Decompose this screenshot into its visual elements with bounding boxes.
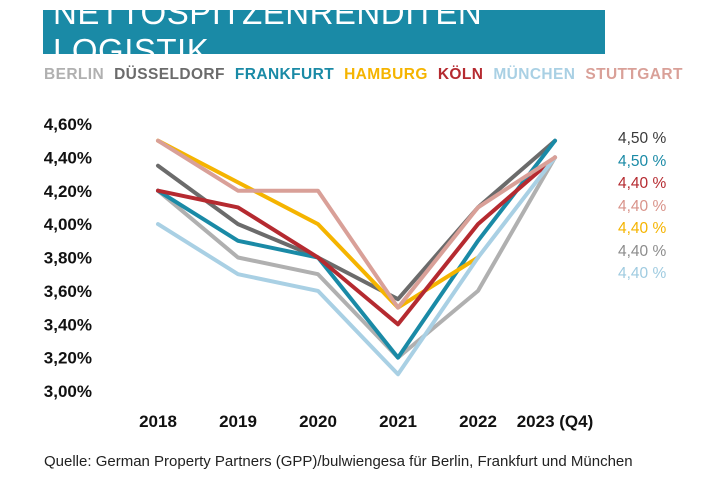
end-value-label: 4,40 %: [618, 175, 667, 192]
series-line-frankfurt: [156, 138, 557, 360]
y-tick-label: 3,60%: [44, 282, 92, 301]
end-value-label: 4,50 %: [618, 130, 667, 147]
end-value-label: 4,40 %: [618, 220, 667, 237]
end-value-label: 4,40 %: [618, 197, 667, 215]
x-tick-label: 2020: [299, 412, 337, 431]
end-value-label: 4,40 %: [618, 265, 667, 282]
end-value-labels: 4,50 % 4,50 % 4,40 % 4,40 % 4,40 % 4,40 % 4,40…: [618, 128, 666, 286]
y-tick-label: 3,80%: [44, 249, 92, 268]
legend-entry-stuttgart: STUTTGART: [585, 66, 683, 83]
y-tick-label: 4,40%: [44, 148, 92, 167]
legend-entry-hamburg: HAMBURG: [344, 66, 428, 83]
legend: BERLIN DÜSSELDORF FRANKFURT HAMBURG KÖLN MÜNC…: [44, 66, 683, 84]
legend-entry-düsseldorf: DÜSSELDORF: [114, 66, 225, 83]
x-tick-label: 2019: [219, 412, 257, 431]
x-tick-label: 2018: [139, 412, 177, 431]
end-value-label: 4,40 %: [618, 242, 667, 260]
series-line-berlin: [156, 155, 557, 360]
series-line-münchen: [156, 155, 557, 377]
chart-title: NETTOSPITZENRENDITEN LOGISTIK: [53, 0, 483, 69]
y-tick-label: 3,00%: [44, 382, 92, 401]
legend-entry-berlin: BERLIN: [44, 66, 105, 83]
end-value-label: 4,50 %: [618, 152, 667, 170]
y-tick-label: 4,20%: [44, 182, 92, 201]
x-tick-label: 2022: [459, 412, 497, 431]
legend-entry-frankfurt: FRANKFURT: [234, 66, 335, 83]
series-line-köln: [156, 155, 557, 327]
legend-entry-münchen: MÜNCHEN: [493, 66, 576, 83]
y-tick-label: 3,40%: [44, 315, 92, 334]
series-line-stuttgart: [156, 138, 557, 310]
legend-entry-köln: KÖLN: [437, 66, 484, 83]
source-note: Quelle: German Property Partners (GPP)/b…: [44, 453, 633, 470]
x-tick-label: 2023 (Q4): [517, 412, 594, 431]
chart-title-bar: NETTOSPITZENRENDITEN LOGISTIK: [43, 0, 605, 69]
y-tick-label: 4,60%: [44, 115, 92, 134]
y-tick-label: 3,20%: [44, 349, 92, 368]
y-tick-label: 4,00%: [44, 215, 92, 234]
series-line-düsseldorf: [156, 138, 557, 302]
x-tick-label: 2021: [379, 412, 417, 431]
